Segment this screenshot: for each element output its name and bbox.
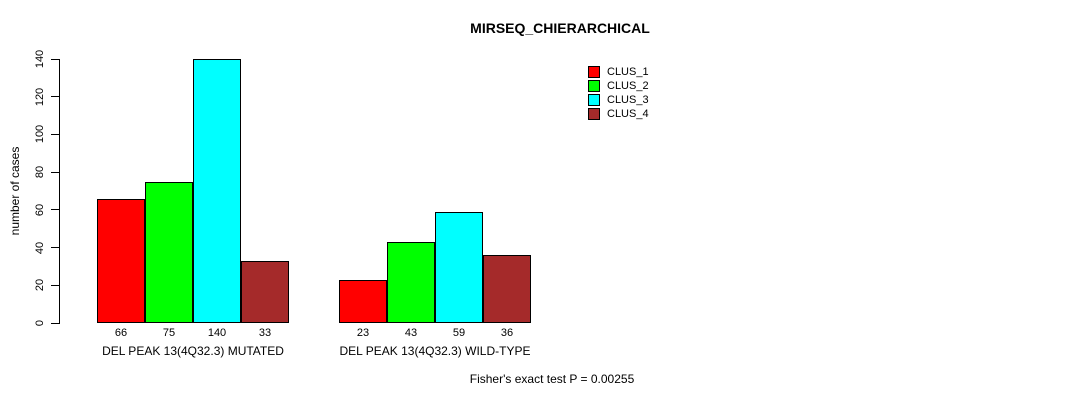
y-tick-label: 40 — [34, 241, 46, 254]
legend-label: CLUS_1 — [607, 66, 649, 78]
y-tick-label: 20 — [34, 279, 46, 292]
bar-clus_2-group2 — [387, 241, 435, 323]
y-tick-mark — [51, 171, 59, 173]
bar-clus_2-group1 — [145, 181, 193, 323]
bar-value-label: 36 — [500, 327, 514, 339]
legend-swatch-clus_2 — [588, 80, 600, 92]
chart-title: MIRSEQ_CHIERARCHICAL — [470, 20, 650, 36]
y-tick-mark — [51, 58, 59, 60]
y-tick-label: 120 — [34, 87, 46, 106]
legend-item: CLUS_3 — [588, 93, 649, 107]
bar-value-label: 33 — [258, 327, 272, 339]
bar-value-label: 140 — [207, 327, 227, 339]
bar-clus_3-group1 — [193, 59, 241, 323]
y-tick-label: 0 — [34, 319, 46, 327]
y-axis-line — [59, 59, 60, 324]
legend: CLUS_1 CLUS_2 CLUS_3 CLUS_4 — [588, 65, 649, 121]
legend-label: CLUS_2 — [607, 80, 649, 92]
legend-label: CLUS_4 — [607, 108, 649, 120]
bar-value-label: 66 — [114, 327, 128, 339]
bar-value-label: 75 — [162, 327, 176, 339]
legend-swatch-clus_3 — [588, 94, 600, 106]
legend-item: CLUS_2 — [588, 79, 649, 93]
bar-clus_4-group2 — [483, 255, 531, 323]
y-tick-label: 80 — [34, 166, 46, 179]
bar-clus_1-group2 — [339, 279, 387, 323]
y-tick-mark — [51, 209, 59, 211]
y-tick-label: 60 — [34, 203, 46, 216]
x-axis-category-label: DEL PEAK 13(4Q32.3) MUTATED — [102, 344, 284, 358]
y-tick-mark — [51, 284, 59, 286]
bar-value-label: 59 — [452, 327, 466, 339]
bar-clus_4-group1 — [241, 260, 289, 323]
fisher-test-annotation: Fisher's exact test P = 0.00255 — [469, 372, 635, 386]
y-tick-mark — [51, 133, 59, 135]
y-tick-label: 100 — [34, 125, 46, 144]
legend-label: CLUS_3 — [607, 94, 649, 106]
bar-clus_3-group2 — [435, 211, 483, 323]
bar-clus_1-group1 — [97, 198, 145, 323]
y-tick-mark — [51, 322, 59, 324]
x-axis-category-label: DEL PEAK 13(4Q32.3) WILD-TYPE — [339, 344, 531, 358]
y-axis-title: number of cases — [8, 146, 22, 236]
legend-swatch-clus_4 — [588, 108, 600, 120]
legend-item: CLUS_1 — [588, 65, 649, 79]
bar-value-label: 43 — [404, 327, 418, 339]
legend-item: CLUS_4 — [588, 107, 649, 121]
bar-value-label: 23 — [356, 327, 370, 339]
legend-swatch-clus_1 — [588, 66, 600, 78]
y-tick-mark — [51, 247, 59, 249]
y-tick-mark — [51, 96, 59, 98]
y-tick-label: 140 — [34, 49, 46, 69]
